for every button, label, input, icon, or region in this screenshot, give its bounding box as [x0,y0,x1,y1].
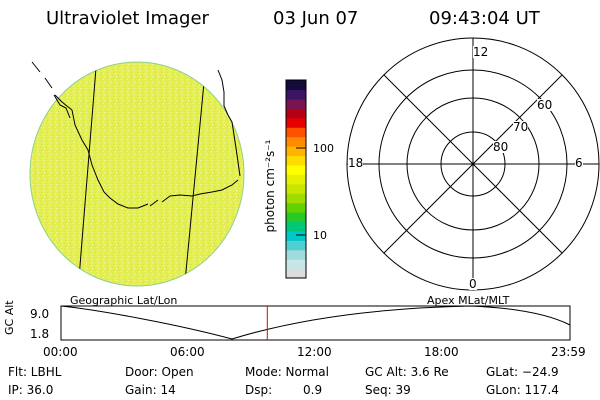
apex-caption: Apex MLat/MLT [427,294,510,307]
mlat-label-70: 70 [513,120,529,134]
xtick-1200: 12:00 [297,345,332,359]
colorbar-segment [286,117,306,128]
colorbar-segment [286,202,306,213]
colorbar-segment [286,89,306,100]
altitude-ytick-bottom: 1.8 [30,327,50,341]
colorbar-segment [286,80,306,91]
xtick-0600: 06:00 [170,345,205,359]
colorbar-segment [286,146,306,157]
colorbar-segment [286,212,306,223]
gain-field: Gain: 14 [125,383,176,397]
colorbar-segment [286,240,306,251]
colorbar-segment [286,268,306,279]
date-label: 03 Jun 07 [273,8,359,29]
seq-field: Seq: 39 [365,383,411,397]
mlat-label-60: 60 [537,98,553,112]
instrument-title: Ultraviolet Imager [46,8,209,29]
colorbar-segment [286,193,306,204]
xtick-0000: 00:00 [43,345,78,359]
geographic-caption: Geographic Lat/Lon [70,294,178,307]
coastline-lines [31,61,241,209]
altitude-curve [60,305,571,340]
colorbar-segment [286,259,306,270]
colorbar-segment [286,136,306,147]
dsp-field-value: 0.9 [303,383,323,397]
mlt-label-0: 0 [469,277,477,291]
ip-field: IP: 36.0 [8,383,54,397]
colorbar-segment [286,98,306,109]
mlt-label-6: 6 [575,156,583,170]
gc-alt-field: GC Alt: 3.6 Re [365,365,449,379]
colorbar-tick-100: 100 [313,142,334,155]
colorbar-segment [286,249,306,260]
colorbar-segment [286,155,306,166]
flt-field: Flt: LBHL [8,365,62,379]
time-label: 09:43:04 UT [429,8,540,29]
altitude-ylabel: GC Alt [3,300,16,335]
mlt-label-18: 18 [348,156,364,170]
xtick-2359: 23:59 [551,345,586,359]
colorbar-segment [286,164,306,175]
colorbar-tick-10: 10 [313,229,327,242]
colorbar-segment [286,183,306,194]
altitude-ytick-top: 9.0 [30,307,50,321]
colorbar-segment [286,108,306,119]
mlt-label-12: 12 [473,45,489,59]
colorbar-segment [286,230,306,241]
uv-disk [29,61,245,287]
mode-field: Mode: Normal [245,365,329,379]
colorbar-segment [286,221,306,232]
graticule-lines [78,67,206,283]
glon-field: GLon: 117.4 [486,383,559,397]
xtick-1800: 18:00 [424,345,459,359]
door-field: Door: Open [125,365,194,379]
colorbar-segment [286,174,306,185]
dsp-field-label: Dsp: [245,383,273,397]
colorbar-segment [286,127,306,138]
mlat-label-80: 80 [493,140,509,154]
glat-field: GLat: −24.9 [486,365,559,379]
